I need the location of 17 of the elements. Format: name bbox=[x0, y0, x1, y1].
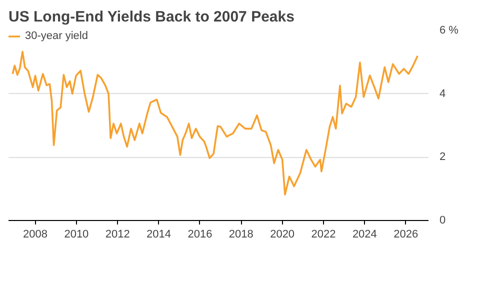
x-tick-label: 2016 bbox=[188, 228, 212, 240]
y-tick-label: 6 % bbox=[440, 24, 459, 36]
y-tick-label: 0 bbox=[440, 214, 446, 226]
x-tick-label: 2010 bbox=[64, 228, 89, 240]
x-tick-label: 2024 bbox=[352, 228, 377, 240]
y-tick-label: 2 bbox=[440, 151, 446, 164]
x-tick-label: 2018 bbox=[228, 228, 254, 240]
x-tick-label: 2020 bbox=[270, 228, 295, 240]
chart-title: US Long-End Yields Back to 2007 Peaks bbox=[8, 8, 294, 26]
x-tick-label: 2026 bbox=[394, 228, 418, 240]
line-series bbox=[12, 50, 418, 196]
x-tick-label: 2022 bbox=[311, 228, 336, 240]
x-tick-label: 2014 bbox=[146, 228, 172, 240]
y-tick-label: 4 bbox=[440, 88, 446, 100]
x-tick-label: 2008 bbox=[23, 228, 48, 240]
x-tick-label: 2012 bbox=[105, 228, 130, 240]
legend-label: 30-year yield bbox=[25, 30, 88, 42]
